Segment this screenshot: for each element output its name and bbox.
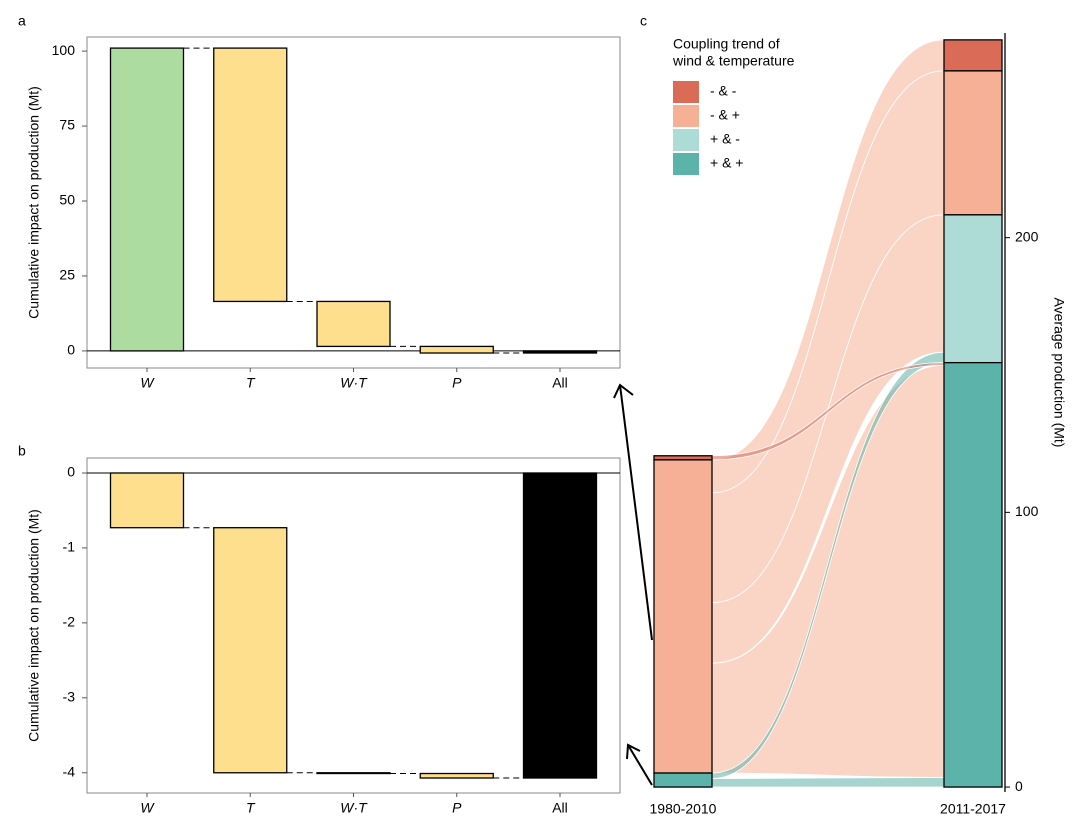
bar bbox=[109, 47, 185, 352]
y-tick-label: -1 bbox=[63, 539, 76, 555]
x-tick-label: W bbox=[140, 800, 155, 816]
y-tick-label: 0 bbox=[67, 464, 75, 480]
y-axis-title: Cumulative impact on production (Mt) bbox=[26, 509, 42, 742]
stack-block bbox=[943, 39, 1003, 72]
y-tick-label: 200 bbox=[1015, 228, 1039, 244]
y-tick-label: -4 bbox=[63, 763, 76, 779]
y-tick-label: 75 bbox=[59, 117, 75, 133]
arrows bbox=[613, 383, 653, 786]
x-tick-label: All bbox=[552, 375, 568, 391]
stack-block bbox=[943, 214, 1003, 364]
x-tick-label: P bbox=[452, 800, 462, 816]
y-tick-label: 100 bbox=[1015, 503, 1039, 519]
stack-block bbox=[943, 70, 1003, 216]
flow bbox=[711, 777, 945, 788]
y-axis-title: Cumulative impact on production (Mt) bbox=[26, 86, 42, 319]
panel-label: a bbox=[18, 13, 26, 29]
x-tick-label: P bbox=[452, 375, 462, 391]
bar bbox=[419, 772, 494, 779]
y-tick-label: 0 bbox=[67, 342, 75, 358]
x-tick-label: T bbox=[246, 800, 256, 816]
bar bbox=[522, 472, 598, 779]
bar bbox=[522, 350, 598, 354]
bar bbox=[109, 472, 185, 529]
arrow bbox=[626, 743, 653, 786]
legend-label: - & + bbox=[710, 107, 740, 123]
bar bbox=[316, 300, 391, 348]
stack-block bbox=[653, 772, 713, 788]
legend-label: - & - bbox=[710, 83, 737, 99]
legend-title: wind & temperature bbox=[672, 53, 795, 69]
bar bbox=[316, 772, 391, 775]
stack-block bbox=[943, 361, 1003, 788]
stack-block bbox=[653, 459, 713, 774]
legend-title: Coupling trend of bbox=[673, 36, 780, 52]
legend-swatch bbox=[673, 81, 699, 103]
y-tick-label: -3 bbox=[63, 689, 76, 705]
y-tick-label: 50 bbox=[59, 192, 75, 208]
y-tick-label: 100 bbox=[52, 42, 76, 58]
panel-label: b bbox=[18, 443, 26, 459]
y-tick-label: -2 bbox=[63, 614, 76, 630]
legend-swatch bbox=[673, 129, 699, 151]
arrow bbox=[613, 383, 653, 641]
legend-label: + & + bbox=[710, 155, 743, 171]
y-tick-label: 25 bbox=[59, 267, 75, 283]
legend-swatch bbox=[673, 153, 699, 175]
bar bbox=[213, 527, 288, 774]
bar bbox=[419, 345, 494, 354]
x-tick-label: 2011-2017 bbox=[940, 801, 1006, 817]
legend-label: + & - bbox=[710, 131, 740, 147]
y-tick-label: 0 bbox=[1015, 778, 1023, 794]
legend-swatch bbox=[673, 105, 699, 127]
x-tick-label: W·T bbox=[340, 800, 368, 816]
x-tick-label: W·T bbox=[340, 375, 368, 391]
panel-label: c bbox=[640, 13, 647, 29]
x-tick-label: All bbox=[552, 800, 568, 816]
x-tick-label: W bbox=[140, 375, 155, 391]
x-tick-label: T bbox=[246, 375, 256, 391]
x-tick-label: 1980-2010 bbox=[650, 801, 717, 817]
bar bbox=[213, 47, 288, 303]
y-axis-title: Average production (Mt) bbox=[1051, 298, 1067, 448]
